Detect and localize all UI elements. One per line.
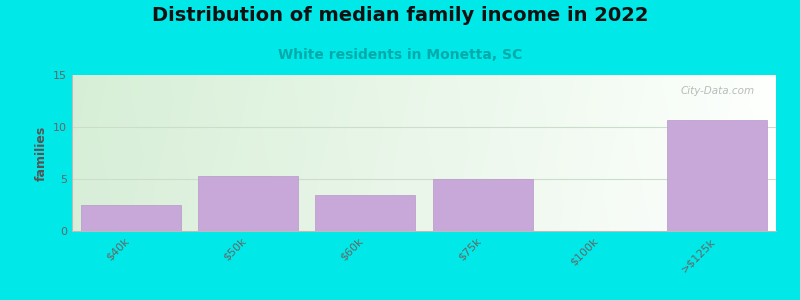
Bar: [433, 179, 533, 231]
Y-axis label: families: families: [34, 125, 47, 181]
Bar: [315, 195, 415, 231]
Text: White residents in Monetta, SC: White residents in Monetta, SC: [278, 48, 522, 62]
Bar: [198, 176, 298, 231]
Bar: [81, 205, 181, 231]
Text: City-Data.com: City-Data.com: [681, 86, 755, 96]
Text: Distribution of median family income in 2022: Distribution of median family income in …: [152, 6, 648, 25]
Bar: [667, 120, 767, 231]
